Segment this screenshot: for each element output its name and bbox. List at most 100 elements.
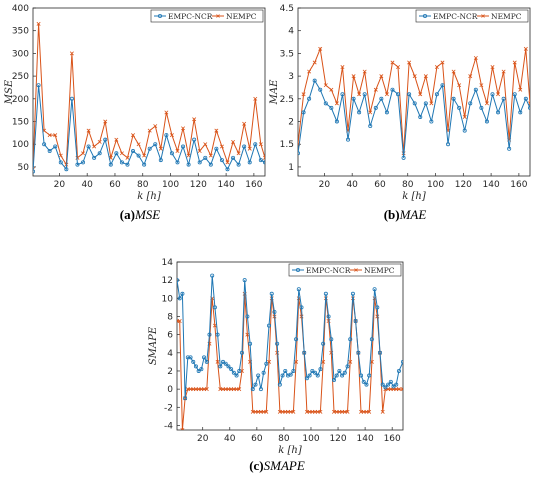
data-point (329, 87, 334, 92)
data-point (237, 368, 242, 373)
data-point (434, 92, 439, 97)
data-point (219, 158, 224, 163)
data-point (294, 337, 299, 342)
y-tick-label: 4 (167, 349, 173, 359)
legend-box (415, 9, 529, 23)
data-point (523, 96, 528, 101)
data-point (523, 46, 528, 51)
data-point (261, 370, 266, 375)
legend-box (288, 263, 402, 277)
data-point (191, 359, 196, 364)
data-point (351, 74, 356, 79)
data-point (283, 368, 288, 373)
data-point (186, 162, 191, 167)
data-point (312, 60, 317, 65)
data-point (204, 387, 209, 392)
data-point (253, 382, 258, 387)
data-point (47, 133, 52, 138)
data-point (226, 364, 231, 369)
data-point (272, 309, 277, 314)
y-axis-label: SMAPE (148, 326, 159, 365)
data-point (313, 370, 318, 375)
x-tick-label: 120 (190, 180, 207, 190)
data-point (242, 121, 247, 126)
data-point (218, 364, 223, 369)
data-point (186, 153, 191, 158)
caption-c-metric: SMAPE (263, 458, 305, 473)
data-point (396, 92, 401, 97)
x-tick-label: 140 (483, 180, 500, 190)
data-point (357, 110, 362, 115)
data-point (518, 87, 523, 92)
data-point (307, 69, 312, 74)
y-tick-label: 300 (12, 49, 29, 59)
data-point (312, 78, 317, 83)
data-point (390, 60, 395, 65)
data-point (185, 355, 190, 360)
data-point (390, 87, 395, 92)
data-point (368, 110, 373, 115)
legend-marker (354, 268, 358, 272)
data-point (307, 373, 312, 378)
data-point (36, 83, 41, 88)
data-point (288, 372, 293, 377)
data-point (58, 160, 63, 165)
data-point (103, 119, 108, 124)
data-point (81, 160, 86, 165)
data-point (423, 101, 428, 106)
data-point (47, 149, 52, 154)
data-point (346, 137, 351, 142)
x-axis-label: k [h] (402, 191, 426, 202)
data-point (383, 385, 388, 390)
data-point (380, 409, 385, 414)
data-point (236, 162, 241, 167)
caption-a-tag: (a) (119, 207, 135, 222)
data-point (496, 110, 501, 115)
data-point (114, 137, 119, 142)
data-point (280, 373, 285, 378)
data-point (348, 359, 353, 364)
x-tick-label: 60 (109, 180, 121, 190)
data-point (69, 51, 74, 56)
data-point (196, 368, 201, 373)
data-point (53, 144, 58, 149)
data-point (388, 379, 393, 384)
legend-marker (216, 14, 220, 18)
data-point (207, 332, 212, 337)
data-point (484, 119, 489, 124)
chart-mse: 20 40 60 80 100 120 140 160 50 100 150 200 250 300 350… (4, 4, 266, 202)
data-point (353, 319, 358, 324)
data-point (337, 368, 342, 373)
data-point (407, 60, 412, 65)
data-point (231, 155, 236, 160)
x-tick-label: 140 (357, 434, 374, 444)
data-point (169, 133, 174, 138)
data-point (318, 367, 323, 372)
data-point (299, 314, 304, 319)
data-point (375, 314, 380, 319)
data-point (291, 368, 296, 373)
data-point (362, 92, 367, 97)
data-point (136, 153, 141, 158)
data-point (108, 162, 113, 167)
y-tick-label: 100 (12, 140, 29, 150)
data-point (214, 128, 219, 133)
caption-c: (c)SMAPE (212, 458, 342, 474)
data-point (263, 155, 265, 160)
y-tick-label: 8 (167, 312, 173, 322)
x-tick-label: 20 (319, 180, 331, 190)
data-point (75, 162, 80, 167)
x-tick-label: 120 (329, 434, 346, 444)
data-point (334, 373, 339, 378)
data-point (175, 160, 180, 165)
series-line (298, 79, 530, 158)
y-tick-label: 12 (162, 276, 173, 286)
chart-mae: 20 40 60 80 100 120 140 160 1 1.5 2 2.5 3 3.5 4 4.5 k [h… (269, 4, 531, 202)
data-point (236, 151, 241, 156)
legend-marker (295, 267, 300, 272)
data-point (367, 373, 372, 378)
data-point (219, 144, 224, 149)
x-tick-label: 100 (302, 434, 319, 444)
data-point (342, 370, 347, 375)
